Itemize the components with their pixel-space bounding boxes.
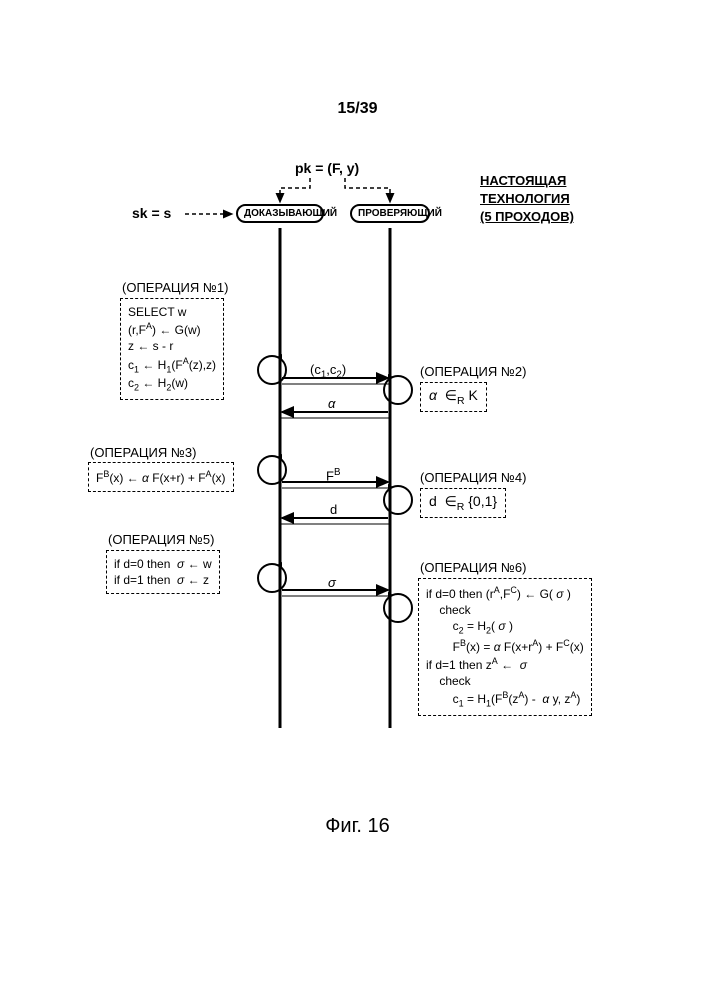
op6-box: if d=0 then (rA,FC) ← G( σ ) check c2 = … (418, 578, 592, 716)
op4-box: d ∈R {0,1} (420, 488, 506, 518)
op2-box: α ∈R K (420, 382, 487, 412)
msg5-label: σ (328, 575, 336, 590)
op5-label: (ОПЕРАЦИЯ №5) (108, 532, 214, 547)
msg4-label: d (330, 502, 337, 517)
op3-box: FB(x) ← α F(x+r) + FA(x) (88, 462, 234, 492)
msg3-label: FB (326, 467, 340, 483)
op3-label: (ОПЕРАЦИЯ №3) (90, 445, 196, 460)
op5-box: if d=0 then σ ← w if d=1 then σ ← z (106, 550, 220, 594)
msg2-label: α (328, 396, 335, 411)
op2-label: (ОПЕРАЦИЯ №2) (420, 364, 526, 379)
op6-label: (ОПЕРАЦИЯ №6) (420, 560, 526, 575)
figure-caption: Фиг. 16 (325, 815, 390, 838)
verifier-box: ПРОВЕРЯЮЩИЙ (350, 204, 430, 223)
sequence-diagram: pk = (F, y) (60, 160, 660, 780)
op4-label: (ОПЕРАЦИЯ №4) (420, 470, 526, 485)
sk-label: sk = s (132, 205, 171, 221)
msg1-label: (c1,c2) (310, 362, 346, 381)
title-right: НАСТОЯЩАЯТЕХНОЛОГИЯ(5 ПРОХОДОВ) (480, 172, 574, 227)
prover-box: ДОКАЗЫВАЮЩИЙ (236, 204, 324, 223)
page-number: 15/39 (337, 100, 377, 118)
op1-box: SELECT w (r,FA) ← G(w) z ← s - r c1 ← H1… (120, 298, 224, 400)
op1-label: (ОПЕРАЦИЯ №1) (122, 280, 228, 295)
